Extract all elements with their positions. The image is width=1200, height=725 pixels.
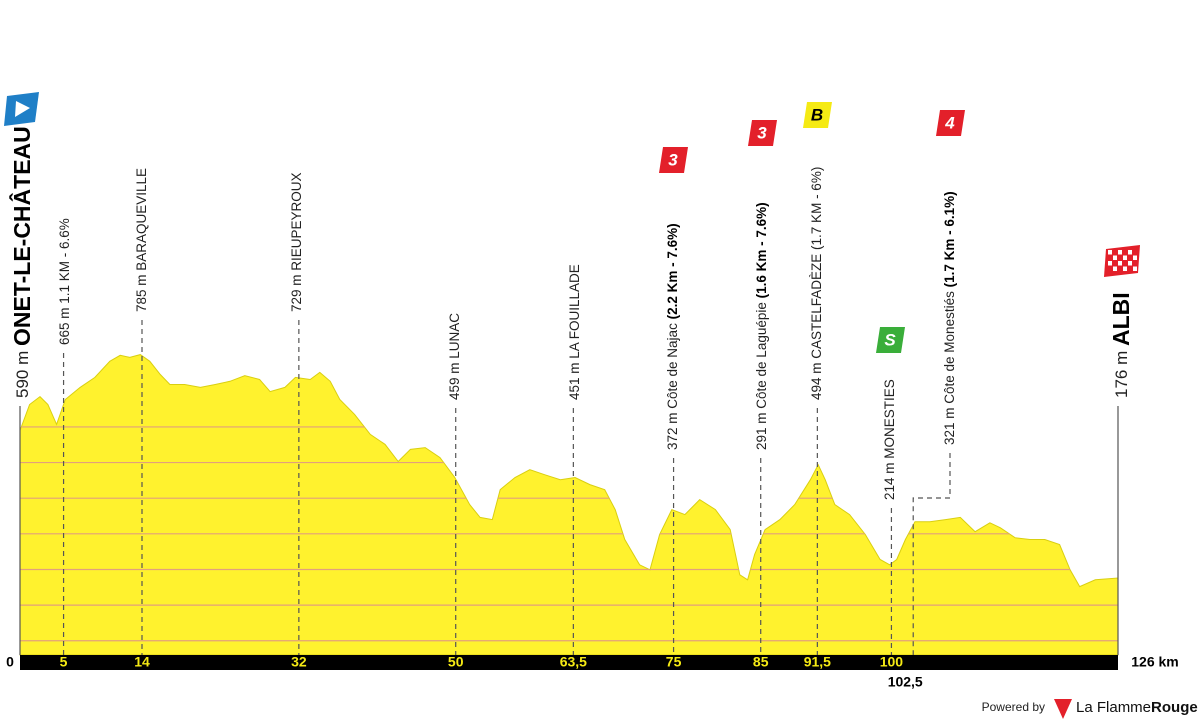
finish-check (1133, 255, 1137, 260)
waypoint-text: 665 m 1.1 KM - 6.6% (57, 218, 72, 345)
waypoint-detail: (2.2 Km - 7.6%) (665, 223, 680, 319)
finish-check (1113, 266, 1117, 271)
waypoint-label: 321 m Côte de Monestiés (1.7 Km - 6.1%) (942, 191, 957, 445)
waypoint-label: 665 m 1.1 KM - 6.6% (57, 218, 72, 345)
x-tick-label: 102,5 (888, 674, 923, 690)
waypoint-text: 291 m Côte de Laguépie (754, 302, 769, 450)
finish-check (1128, 250, 1132, 255)
waypoint-text: 176 m (1112, 351, 1131, 398)
x-tick-label: 85 (753, 654, 769, 670)
finish-check (1108, 261, 1112, 266)
waypoint-label: 372 m Côte de Najac (2.2 Km - 7.6%) (665, 223, 680, 450)
finish-check (1123, 266, 1127, 271)
guide-line (912, 453, 951, 655)
x-tick-label: 126 km (1131, 654, 1178, 670)
start-arrow (15, 101, 30, 117)
waypoint-label: 291 m Côte de Laguépie (1.6 Km - 7.6%) (754, 202, 769, 450)
waypoint-label: 590 m ONET-LE-CHÂTEAU (8, 126, 35, 398)
brand-name: La Flamme (1076, 699, 1151, 716)
waypoint-text: 494 m CASTELFADÈZE (1.7 KM - 6%) (809, 167, 824, 400)
powered-by: Powered by (982, 700, 1045, 714)
waypoint-text: 459 m LUNAC (447, 313, 462, 400)
waypoint-name: ONET-LE-CHÂTEAU (8, 126, 35, 346)
finish-check (1108, 250, 1112, 255)
finish-check (1113, 255, 1117, 260)
waypoint-label: 729 m RIEUPEYROUX (289, 172, 304, 312)
waypoint-detail: (1.7 Km - 6.1%) (942, 191, 957, 287)
waypoint-label: 451 m LA FOUILLADE (567, 264, 582, 400)
logo (1054, 699, 1072, 719)
waypoint-label: 176 m ALBI (1108, 292, 1134, 398)
badge-text: 3 (757, 123, 767, 142)
finish-check (1118, 261, 1122, 266)
badge-text: 3 (668, 150, 678, 169)
badge (748, 120, 777, 146)
waypoint-detail: (1.6 Km - 7.6%) (754, 202, 769, 298)
brand: La FlammeRouge (1076, 699, 1198, 716)
waypoint-text: 785 m BARAQUEVILLE (134, 168, 149, 312)
waypoint-label: 785 m BARAQUEVILLE (134, 168, 149, 312)
x-tick-label: 63,5 (560, 654, 587, 670)
waypoint-text: 372 m Côte de Najac (665, 323, 680, 450)
x-tick-label: 32 (291, 654, 307, 670)
elevation-area (19, 354, 1119, 656)
badge-text: S (884, 330, 896, 349)
badge (936, 110, 965, 136)
finish-check (1128, 261, 1132, 266)
badge (659, 147, 688, 173)
waypoint-name: ALBI (1108, 292, 1134, 346)
waypoint-label: 459 m LUNAC (447, 313, 462, 400)
waypoint-text: 729 m RIEUPEYROUX (289, 172, 304, 312)
waypoint-label: 494 m CASTELFADÈZE (1.7 KM - 6%) (809, 167, 824, 400)
x-tick-label: 0 (6, 654, 14, 670)
finish-check (1118, 250, 1122, 255)
waypoint-text: 451 m LA FOUILLADE (567, 264, 582, 400)
x-tick-label: 100 (880, 654, 904, 670)
x-tick-label: 5 (60, 654, 68, 670)
waypoint-text: 321 m Côte de Monestiés (942, 291, 957, 445)
badge-text: B (811, 105, 823, 124)
waypoint-text: 214 m MONESTIES (882, 379, 897, 500)
finish-check (1133, 266, 1137, 271)
finish-flag (1104, 245, 1140, 277)
badge (803, 102, 832, 128)
x-tick-label: 75 (666, 654, 682, 670)
brand-name-bold: Rouge (1151, 699, 1198, 716)
x-tick-label: 91,5 (804, 654, 831, 670)
distance-bar (20, 655, 1118, 670)
finish-check (1123, 255, 1127, 260)
waypoint-label: 214 m MONESTIES (882, 379, 897, 500)
badge (876, 327, 905, 353)
x-tick-label: 50 (448, 654, 464, 670)
x-tick-label: 14 (134, 654, 150, 670)
waypoint-text: 590 m (13, 351, 32, 398)
badge-text: 4 (944, 113, 955, 132)
footer: Powered by La FlammeRouge (982, 699, 1198, 719)
